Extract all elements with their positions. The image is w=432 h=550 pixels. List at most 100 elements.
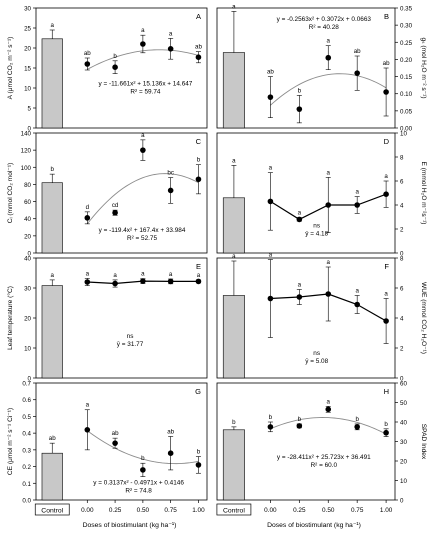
x-tick-label: 0.00 — [264, 507, 277, 514]
y-axis-label: E (mmol H₂O m⁻²s⁻¹) — [420, 162, 427, 225]
x-axis-title: Doses of biostimulant (kg ha⁻¹) — [83, 522, 177, 529]
y-axis-label: Cᵢ (mmol CO₂ mol⁻¹) — [7, 163, 14, 224]
control-bar — [41, 285, 63, 379]
data-point — [267, 198, 274, 205]
x-tick-label: 0.75 — [351, 507, 364, 514]
y-tick-label: 0.2 — [22, 464, 31, 471]
data-point — [354, 202, 360, 208]
y-tick-label: 10 — [24, 86, 31, 93]
y-tick-label: 120 — [21, 148, 32, 155]
panel-frame — [35, 382, 208, 501]
data-point — [84, 427, 91, 433]
control-letter: b — [51, 166, 55, 173]
data-point — [325, 291, 332, 297]
y-tick-label: 0 — [28, 126, 32, 133]
control-letter: b — [232, 419, 236, 426]
significance-letter: a — [355, 288, 359, 295]
y-tick-label: 100 — [21, 165, 32, 172]
equation-text: y = -28.411x² + 25.723x + 36.491 — [277, 454, 371, 461]
significance-letter: ab — [195, 44, 202, 51]
equation-text: y = 0.3137x² - 0.4971x + 0.4146 — [93, 480, 184, 487]
data-point — [167, 450, 174, 457]
panel-frame — [35, 132, 208, 254]
y-tick-label: 20 — [24, 46, 31, 53]
data-point — [195, 54, 202, 60]
significance-letter: b — [141, 455, 145, 462]
x-tick-label: 1.00 — [192, 507, 205, 514]
y-tick-label: 0.05 — [400, 108, 413, 115]
significance-letter: a — [86, 270, 90, 277]
x-tick-label: 0.75 — [164, 507, 177, 514]
significance-letter: a — [327, 398, 331, 405]
data-point — [112, 440, 118, 446]
panel-B: 0.00 0.05 0.10 0.15 0.20 0.25 0.30 0.35 gₛ (mol … — [216, 3, 427, 133]
y-tick-label: 8 — [400, 155, 404, 162]
equation-text: R² = 74.8 — [125, 488, 152, 495]
significance-letter: b — [197, 449, 201, 456]
significance-letter: b — [269, 414, 273, 421]
control-letter: a — [232, 3, 236, 10]
significance-letter: a — [298, 282, 302, 289]
significance-letter: ab — [112, 430, 119, 437]
equation-text: ns — [127, 333, 134, 340]
y-tick-label: 0.20 — [400, 57, 413, 64]
data-point — [354, 424, 360, 430]
data-point — [383, 89, 389, 95]
y-tick-label: 6 — [400, 179, 404, 186]
significance-letter: a — [327, 259, 331, 266]
data-point — [354, 301, 360, 308]
y-axis-label: Leaf temperature (°C) — [6, 286, 14, 350]
equation-text: ȳ = 5.08 — [305, 358, 328, 365]
y-tick-label: 6 — [400, 286, 404, 293]
panel-letter: G — [195, 387, 201, 396]
y-tick-label: 25 — [24, 26, 31, 33]
significance-letter: a — [197, 272, 201, 279]
control-letter: a — [232, 157, 236, 164]
y-tick-label: 80 — [24, 182, 31, 189]
significance-letter: ab — [267, 69, 274, 76]
y-tick-label: 0 — [28, 251, 32, 258]
y-tick-label: 15 — [24, 66, 31, 73]
data-point — [296, 216, 303, 223]
y-tick-label: 0.5 — [22, 414, 31, 421]
panel-letter: H — [384, 387, 389, 396]
y-axis-label: gₛ (mol H₂O m⁻² s⁻¹) — [420, 37, 427, 98]
significance-letter: a — [269, 165, 273, 172]
significance-letter: a — [141, 132, 145, 139]
y-tick-label: 10 — [24, 346, 31, 353]
significance-letter: bc — [167, 170, 174, 177]
y-tick-label: 4 — [400, 316, 404, 323]
y-tick-label: 0.10 — [400, 91, 413, 98]
control-label-box — [216, 503, 252, 516]
panel-letter: F — [384, 262, 389, 271]
x-tick-label: 0.50 — [322, 507, 335, 514]
y-axis-label: A (μmol CO₂ m⁻² s⁻¹) — [7, 37, 14, 100]
significance-letter: a — [355, 189, 359, 196]
control-bar — [222, 52, 245, 129]
control-bar — [41, 182, 63, 254]
y-tick-label: 20 — [24, 233, 31, 240]
panel-letter: E — [196, 262, 201, 271]
control-label: Control — [41, 508, 63, 515]
data-point — [325, 406, 332, 413]
significance-letter: a — [298, 210, 302, 217]
data-point — [267, 424, 274, 430]
control-bar — [222, 429, 245, 501]
equation-text: R² = 60.0 — [311, 462, 338, 469]
equation-text: ns — [313, 222, 320, 229]
significance-letter: cd — [112, 202, 119, 209]
panel-F: 0 2 4 6 8 WUE (mmol CO₂ H₂O⁻¹) Fa a a a a a nsȳ = 5.… — [216, 252, 427, 383]
x-tick-label: 1.00 — [380, 507, 393, 514]
control-letter: a — [51, 22, 55, 29]
significance-letter: b — [197, 157, 201, 164]
x-tick-label: 0.50 — [137, 507, 150, 514]
y-tick-label: 0.25 — [400, 40, 413, 47]
significance-letter: a — [86, 402, 90, 409]
y-tick-label: 5 — [28, 106, 32, 113]
data-point — [195, 278, 202, 285]
panel-E: 0 10 20 30 40 Leaf temperature (°C) Ea a a a a a nsȳ… — [6, 256, 208, 383]
control-letter: a — [232, 253, 236, 260]
fit-curve — [87, 430, 199, 465]
data-point — [140, 41, 146, 47]
